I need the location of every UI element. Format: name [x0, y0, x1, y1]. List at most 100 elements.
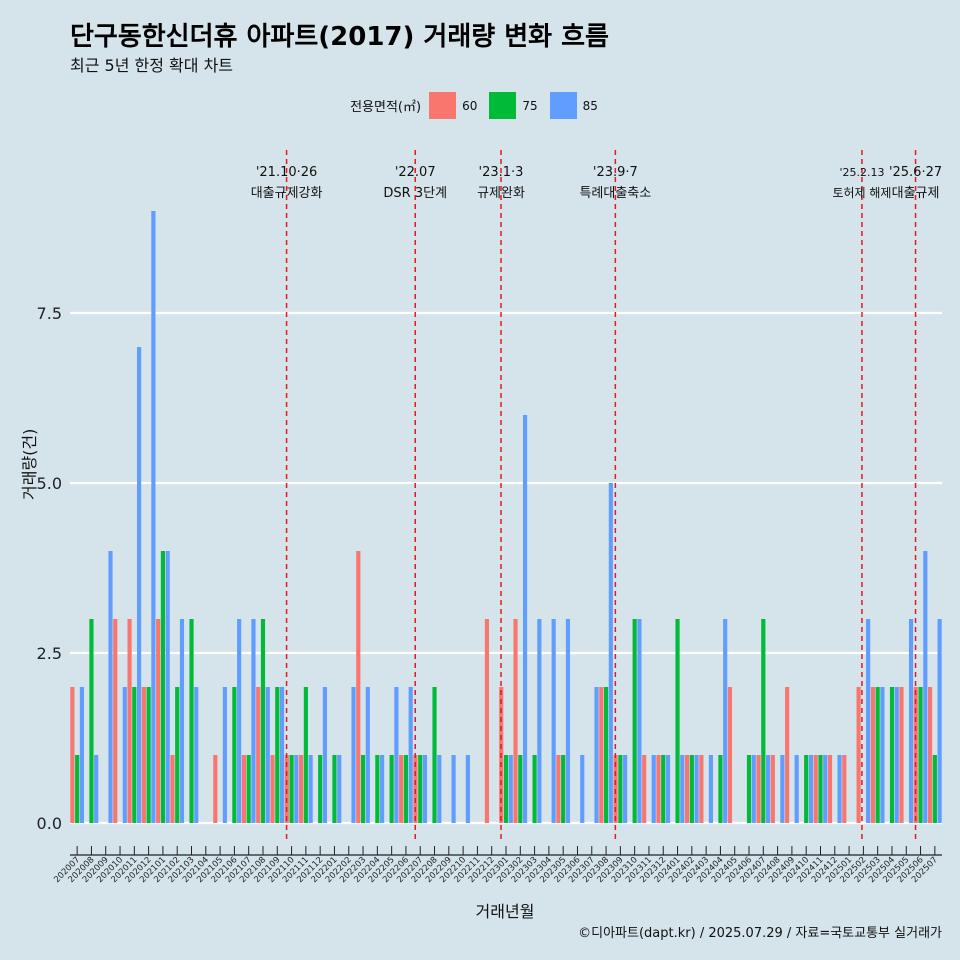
bar-75-202007: [75, 755, 80, 823]
bar-85-202411: [823, 755, 828, 823]
bar-85-202110: [294, 755, 299, 823]
bar-60-202503: [870, 687, 875, 823]
legend-swatch-85: [549, 92, 577, 119]
bar-75-202207: [418, 755, 423, 823]
bar-60-202206: [399, 755, 404, 823]
bar-85-202109: [279, 687, 285, 823]
bar-75-202410: [804, 755, 809, 823]
bar-75-202402: [689, 755, 694, 823]
bar-75-202112: [318, 755, 323, 823]
bar-75-202203: [360, 755, 366, 823]
bar-75-202102: [175, 687, 180, 823]
bar-85-202008: [94, 755, 99, 823]
bar-85-202103: [194, 687, 199, 823]
bar-85-202503: [880, 687, 885, 823]
bar-85-202303: [537, 619, 542, 823]
y-tick-label-3: 7.5: [37, 304, 62, 323]
bar-75-202406: [746, 755, 752, 823]
bar-60-202409: [785, 687, 790, 823]
chart-title: 단구동한신더휴 아파트(2017) 거래량 변화 흐름: [70, 22, 609, 52]
bar-75-202107: [246, 755, 251, 823]
bar-85-202301: [508, 755, 513, 823]
bar-60-202111: [299, 755, 304, 823]
legend-swatch-75: [489, 92, 517, 119]
bar-75-202308: [603, 687, 609, 823]
bar-75-202205: [389, 755, 394, 823]
bar-75-202008: [89, 619, 94, 823]
bar-85-202312: [665, 755, 671, 823]
bar-85-202505: [908, 619, 914, 823]
bar-60-202405: [727, 687, 733, 823]
bar-60-202312: [656, 755, 661, 823]
bar-85-202203: [365, 687, 370, 823]
bar-60-202407: [756, 755, 761, 823]
bar-60-202108: [256, 687, 261, 823]
bar-85-202201: [337, 755, 342, 823]
legend-swatch-60: [429, 92, 457, 119]
chart-subtitle: 최근 5년 한정 확대 차트: [70, 56, 234, 75]
bar-85-202305: [565, 619, 571, 823]
bar-75-202309: [618, 755, 623, 823]
bar-85-202401: [680, 755, 685, 823]
bar-85-202107: [251, 619, 256, 823]
bar-85-202307: [594, 687, 599, 823]
bar-85-202112: [322, 687, 328, 823]
bar-85-202407: [765, 755, 771, 823]
bar-85-202310: [637, 619, 642, 823]
bar-75-202110: [289, 755, 294, 823]
bar-85-202105: [222, 687, 227, 823]
annotation-text-5: 대출규제: [892, 186, 940, 201]
bar-75-202303: [532, 755, 537, 823]
bar-85-202309: [623, 755, 628, 823]
bar-85-202108: [265, 687, 270, 823]
legend-label-85: 85: [582, 98, 598, 113]
bar-85-202208: [437, 755, 442, 823]
bar-75-202312: [661, 755, 666, 823]
bar-85-202506: [923, 551, 928, 823]
bar-85-202209: [451, 755, 456, 823]
bar-85-202102: [179, 619, 185, 823]
bar-85-202101: [165, 551, 170, 823]
bar-60-202502: [856, 687, 861, 823]
bar-85-202007: [79, 687, 84, 823]
bar-60-202109: [270, 755, 275, 823]
bar-60-202212: [484, 619, 490, 823]
bar-60-202101: [156, 619, 161, 823]
legend: 전용면적(㎡) 60 75 85: [0, 92, 960, 119]
bar-85-202409: [794, 755, 799, 823]
bar-60-202507: [928, 687, 933, 823]
y-tick-label-0: 0.0: [37, 814, 62, 833]
bar-75-202407: [761, 619, 766, 823]
bar-75-202201: [332, 755, 337, 823]
bar-85-202304: [551, 619, 556, 823]
bar-85-202402: [694, 755, 699, 823]
bar-75-202310: [632, 619, 637, 823]
bar-75-202106: [232, 687, 237, 823]
bar-60-202007: [70, 687, 75, 823]
bar-60-202311: [642, 755, 647, 823]
bar-75-202103: [189, 619, 194, 823]
bar-60-202305: [556, 755, 561, 823]
source-caption: ©디아파트(dapt.kr) / 2025.07.29 / 자료=국토교통부 실…: [578, 926, 942, 941]
annotation-date-1: '22.07: [395, 165, 436, 180]
bar-75-202507: [932, 755, 937, 823]
bar-60-202203: [356, 551, 361, 823]
bar-60-202403: [699, 755, 704, 823]
bar-85-202302: [522, 415, 528, 823]
bar-75-202503: [875, 687, 880, 823]
bar-75-202012: [146, 687, 151, 823]
annotation-date-2: '23.1·3: [479, 165, 524, 180]
bar-85-202106: [237, 619, 242, 823]
bar-60-202302: [513, 619, 518, 823]
bar-75-202305: [561, 755, 566, 823]
bar-85-202504: [894, 687, 899, 823]
y-axis-label: 거래량(건): [20, 428, 39, 500]
bar-75-202404: [718, 755, 723, 823]
bar-75-202506: [918, 687, 923, 823]
bar-85-202306: [580, 755, 585, 823]
bar-60-202412: [827, 755, 833, 823]
bar-75-202401: [675, 619, 680, 823]
bar-60-202102: [170, 755, 175, 823]
y-tick-label-1: 2.5: [37, 644, 62, 663]
